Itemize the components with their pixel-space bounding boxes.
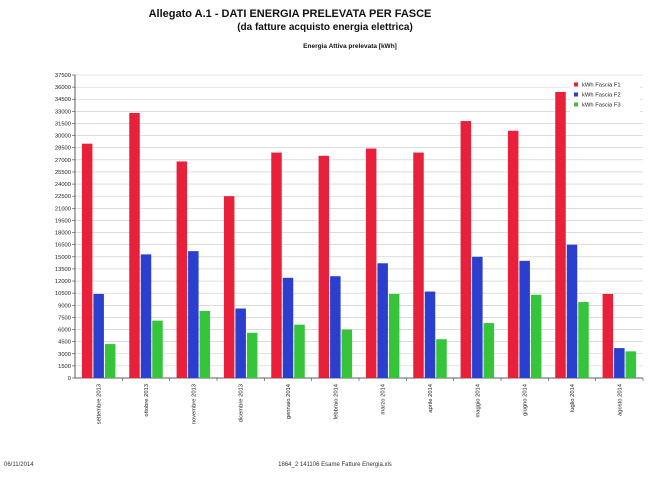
bar-3 [199, 310, 211, 378]
bar-3 [483, 323, 495, 378]
y-tick-label: 12000 [55, 279, 71, 285]
y-tick-label: 13500 [55, 267, 71, 273]
y-tick-label: 37500 [55, 73, 71, 79]
bar-1 [176, 161, 188, 378]
footer-filename: 1864_2 141106 Esame Fatture Energia.xls [278, 462, 392, 468]
y-tick-label: 1500 [58, 364, 71, 370]
bar-1 [602, 293, 614, 378]
y-tick-label: 16500 [55, 243, 71, 249]
x-tick-label: dicembre 2013 [239, 384, 245, 422]
x-tick-label: luglio 2014 [570, 383, 576, 412]
y-tick-label: 9000 [58, 303, 71, 309]
bar-3 [294, 324, 305, 378]
x-tick-label: agosto 2014 [617, 383, 623, 416]
bar-1 [460, 121, 472, 378]
bar-1 [271, 152, 282, 378]
y-tick-label: 3000 [58, 352, 71, 358]
bar-1 [129, 112, 140, 378]
y-tick-label: 25500 [55, 170, 71, 176]
y-tick-label: 31500 [55, 121, 71, 127]
y-tick-label: 0 [68, 376, 71, 382]
legend-box [570, 80, 640, 116]
bar-2 [330, 276, 341, 378]
x-tick-label: febbraio 2014 [333, 383, 339, 419]
y-tick-label: 4500 [58, 340, 71, 346]
bar-2 [377, 263, 388, 378]
bar-2 [424, 291, 436, 378]
legend-swatch [574, 82, 578, 87]
page-subtitle: (da fatture acquisto energia elettrica) [237, 22, 413, 33]
bar-2 [235, 308, 246, 378]
x-tick-label: giugno 2014 [523, 383, 529, 416]
bar-3 [388, 293, 400, 378]
bar-3 [625, 351, 637, 378]
bar-1 [507, 130, 519, 378]
bar-1 [223, 196, 235, 378]
bar-3 [152, 320, 163, 378]
x-tick-label: aprile 2014 [428, 383, 434, 412]
bar-2 [282, 277, 294, 378]
y-tick-label: 18000 [55, 231, 71, 237]
bar-3 [436, 339, 447, 378]
bar-1 [365, 148, 377, 378]
bar-3 [578, 302, 589, 378]
y-tick-label: 28500 [55, 146, 71, 152]
bar-1 [318, 155, 330, 378]
bar-1 [555, 91, 566, 378]
x-tick-label: maggio 2014 [475, 383, 481, 417]
bar-3 [246, 332, 258, 378]
x-tick-label: marzo 2014 [381, 383, 387, 414]
legend-label: kWh Fascia F2 [582, 93, 621, 99]
y-tick-label: 22500 [55, 194, 71, 200]
x-tick-label: novembre 2013 [191, 384, 197, 424]
legend-label: kWh Fascia F3 [582, 103, 621, 109]
chart-title: Energia Attiva prelevata [kWh] [303, 43, 397, 50]
y-tick-label: 24000 [55, 182, 71, 188]
bar-2 [93, 293, 104, 378]
x-tick-label: ottobre 2013 [144, 384, 150, 417]
y-tick-label: 34500 [55, 97, 71, 103]
y-tick-label: 7500 [58, 315, 71, 321]
y-tick-label: 21000 [55, 206, 71, 212]
page-title: Allegato A.1 - DATI ENERGIA PRELEVATA PE… [148, 8, 432, 20]
bar-2 [566, 244, 578, 378]
y-tick-label: 27000 [55, 158, 71, 164]
x-tick-label: settembre 2013 [97, 384, 103, 424]
y-tick-label: 10500 [55, 291, 71, 297]
bar-3 [104, 344, 116, 378]
bar-2 [188, 251, 199, 378]
y-tick-label: 15000 [55, 255, 71, 261]
legend-swatch [574, 92, 578, 97]
y-tick-label: 19500 [55, 218, 71, 224]
bar-1 [413, 152, 424, 378]
bar-3 [341, 329, 353, 378]
footer-date: 06/11/2014 [4, 462, 34, 468]
bar-1 [81, 143, 93, 378]
bar-2 [140, 254, 152, 378]
y-tick-label: 36000 [55, 85, 71, 91]
bar-2 [519, 260, 530, 378]
legend-swatch [574, 102, 578, 107]
bar-2 [614, 348, 625, 378]
bar-3 [530, 294, 542, 378]
y-tick-label: 6000 [58, 328, 71, 334]
legend-label: kWh Fascia F1 [582, 83, 621, 89]
y-tick-label: 33000 [55, 109, 71, 115]
x-tick-label: gennaio 2014 [286, 383, 292, 419]
y-tick-label: 30000 [55, 134, 71, 140]
bar-2 [472, 256, 483, 378]
